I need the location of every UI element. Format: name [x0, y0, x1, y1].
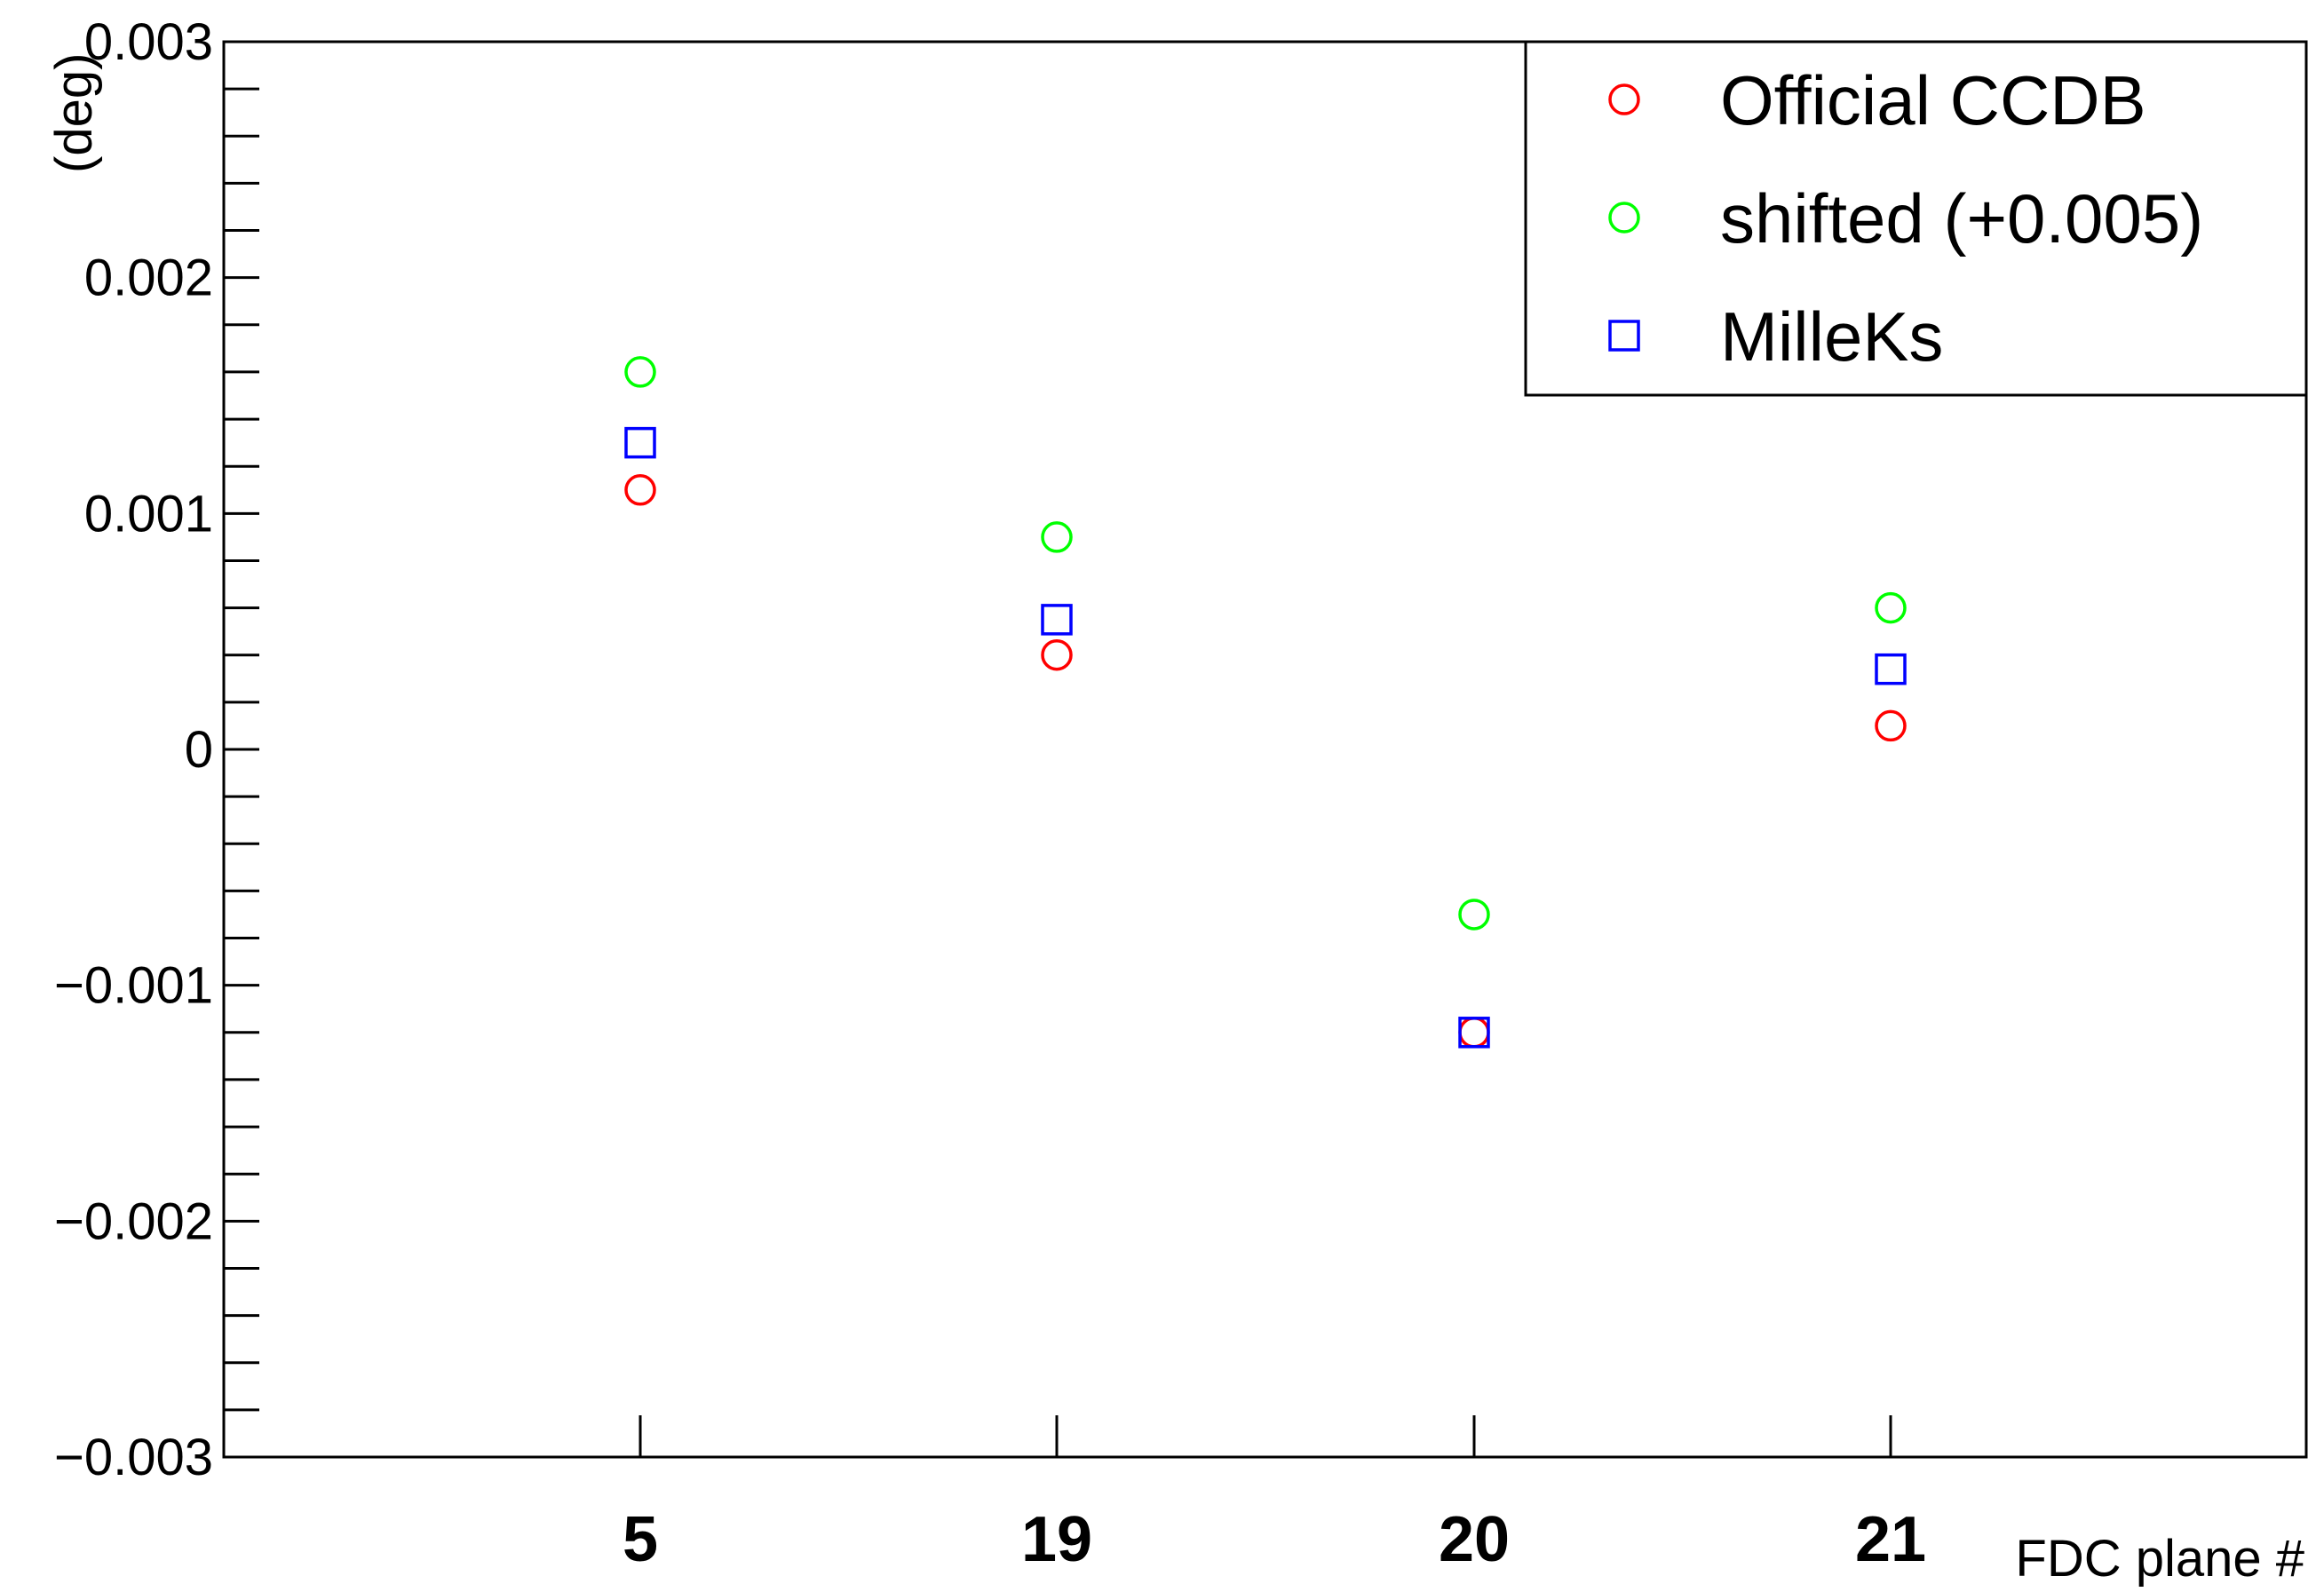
point-milleks	[1458, 1017, 1490, 1049]
y-tick-label: −0.001	[54, 957, 213, 1015]
point-official-ccdb	[1041, 638, 1073, 671]
x-tick-label: 5	[623, 1504, 658, 1575]
point-milleks	[1041, 604, 1073, 636]
x-axis-label: FDC plane #	[2015, 1530, 2304, 1588]
x-tick-label: 20	[1439, 1504, 1510, 1575]
legend-label-shifted-0-005: shifted (+0.005)	[1720, 179, 2203, 257]
point-milleks	[1875, 653, 1907, 685]
legend-marker-milleks	[1608, 320, 1640, 352]
x-ticks: 5 19 20 21	[623, 1415, 1926, 1575]
legend-marker-official-ccdb	[1608, 83, 1640, 115]
y-tick-label: −0.003	[54, 1429, 213, 1486]
point-official-ccdb	[1458, 1017, 1490, 1049]
legend-label-official-ccdb: Official CCDB	[1720, 61, 2146, 139]
y-tick-label: −0.002	[54, 1192, 213, 1250]
x-tick-label: 21	[1855, 1504, 1926, 1575]
x-tick-label: 19	[1021, 1504, 1092, 1575]
legend-marker-shifted-0-005	[1608, 202, 1640, 234]
point-milleks	[624, 426, 656, 459]
point-shifted-0-005	[1041, 521, 1073, 553]
y-axis-label: (deg)	[45, 53, 103, 173]
point-shifted-0-005	[1458, 899, 1490, 931]
y-tick-label: 0	[185, 721, 213, 779]
point-official-ccdb	[1875, 709, 1907, 742]
legend: Official CCDB shifted (+0.005) MilleKs	[1524, 40, 2308, 397]
y-tick-label: 0.002	[84, 249, 213, 307]
point-shifted-0-005	[624, 356, 656, 388]
legend-box	[1524, 40, 2308, 397]
y-ticks: 0.003 0.002 0.001 0 −0.001 −0.002 −0.003	[54, 13, 259, 1486]
legend-label-milleks: MilleKs	[1720, 297, 1943, 376]
data-points	[624, 356, 1907, 1049]
point-official-ccdb	[624, 474, 656, 506]
point-shifted-0-005	[1875, 591, 1907, 624]
y-tick-label: 0.001	[84, 485, 213, 543]
y-tick-label: 0.003	[84, 13, 213, 71]
